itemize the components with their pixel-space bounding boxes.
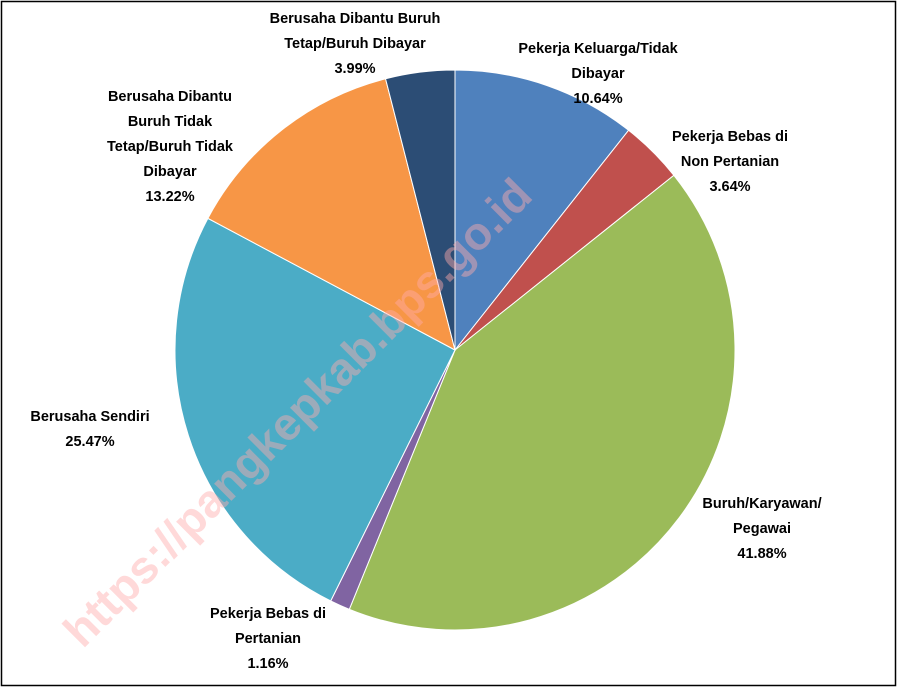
value-label: 13.22% [145,189,195,205]
pie-slice [454,69,630,352]
value-label: 10.64% [573,91,623,107]
pie-slice [207,78,456,351]
slice-label: Berusaha Dibantu Buruh Tidak Tetap/Buruh… [107,89,233,180]
value-label: 1.16% [247,656,289,672]
value-label: 41.88% [737,546,787,562]
pie-slice [384,69,456,351]
slice-label: Pekerja Bebas di Non Pertanian [671,129,789,170]
slice-label: Pekerja Keluarga/Tidak Dibayar [518,41,678,82]
value-label: 25.47% [65,434,115,450]
value-label: 3.64% [709,179,751,195]
pie-slice [348,174,736,631]
slice-label: Buruh/Karyawan/ Pegawai [702,496,822,537]
pie-slice [174,217,456,602]
slice-label: Berusaha Dibantu Buruh Tetap/Buruh Dibay… [269,11,441,52]
slice-label: Pekerja Bebas di Pertanian [209,606,327,647]
value-label: 3.99% [334,61,376,77]
slice-label: Berusaha Sendiri [30,409,150,425]
